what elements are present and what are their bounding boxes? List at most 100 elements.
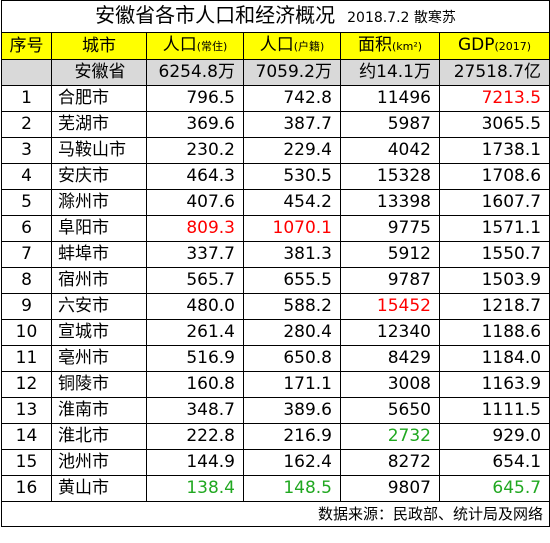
cell-pop-resident[interactable]: 369.6	[146, 111, 244, 138]
cell-gdp[interactable]: 1607.7	[438, 189, 550, 216]
cell-area[interactable]: 12340	[340, 319, 440, 346]
cell-index[interactable]: 9	[1, 293, 52, 320]
cell-gdp[interactable]: 1571.1	[438, 215, 550, 242]
cell-pop-resident[interactable]: 261.4	[146, 319, 244, 346]
cell-area[interactable]: 5987	[340, 111, 440, 138]
header-pop-resident[interactable]: 人口(常住)	[146, 32, 244, 60]
cell-city[interactable]: 铜陵市	[51, 371, 147, 398]
cell-area[interactable]: 15452	[340, 293, 440, 320]
cell-index[interactable]: 14	[1, 423, 52, 450]
cell-pop-resident[interactable]: 796.5	[146, 85, 244, 112]
cell-city[interactable]: 马鞍山市	[51, 137, 147, 164]
cell-index[interactable]: 7	[1, 241, 52, 268]
cell-gdp[interactable]: 1163.9	[438, 371, 550, 398]
cell-pop-registered[interactable]: 387.7	[243, 111, 341, 138]
cell-pop-resident[interactable]: 348.7	[146, 397, 244, 424]
cell-index[interactable]: 11	[1, 345, 52, 372]
cell-city[interactable]: 阜阳市	[51, 215, 147, 242]
summary-area[interactable]: 约14.1万	[340, 59, 440, 86]
cell-gdp[interactable]: 1708.6	[438, 163, 550, 190]
cell-pop-registered[interactable]: 530.5	[243, 163, 341, 190]
cell-pop-resident[interactable]: 138.4	[146, 475, 244, 502]
cell-pop-resident[interactable]: 480.0	[146, 293, 244, 320]
cell-city[interactable]: 滁州市	[51, 189, 147, 216]
cell-area[interactable]: 5912	[340, 241, 440, 268]
cell-gdp[interactable]: 1184.0	[438, 345, 550, 372]
cell-city[interactable]: 安庆市	[51, 163, 147, 190]
cell-pop-resident[interactable]: 144.9	[146, 449, 244, 476]
source-note[interactable]: 数据来源：民政部、统计局及网络	[0, 501, 550, 527]
cell-city[interactable]: 宣城市	[51, 319, 147, 346]
cell-city[interactable]: 宿州市	[51, 267, 147, 294]
cell-pop-registered[interactable]: 148.5	[243, 475, 341, 502]
cell-pop-registered[interactable]: 1070.1	[243, 215, 341, 242]
cell-city[interactable]: 芜湖市	[51, 111, 147, 138]
cell-pop-registered[interactable]: 742.8	[243, 85, 341, 112]
cell-index[interactable]: 1	[1, 85, 52, 112]
cell-gdp[interactable]: 7213.5	[438, 85, 550, 112]
summary-index[interactable]	[1, 59, 52, 86]
cell-area[interactable]: 9807	[340, 475, 440, 502]
cell-gdp[interactable]: 654.1	[438, 449, 550, 476]
cell-area[interactable]: 15328	[340, 163, 440, 190]
cell-gdp[interactable]: 1218.7	[438, 293, 550, 320]
cell-pop-registered[interactable]: 655.5	[243, 267, 341, 294]
cell-city[interactable]: 淮南市	[51, 397, 147, 424]
cell-pop-registered[interactable]: 454.2	[243, 189, 341, 216]
cell-index[interactable]: 6	[1, 215, 52, 242]
title-cell[interactable]: 安徽省各市人口和经济概况 2018.7.2 散寒苏	[0, 0, 550, 33]
cell-index[interactable]: 2	[1, 111, 52, 138]
header-city[interactable]: 城市	[51, 32, 147, 60]
header-pop-registered[interactable]: 人口(户籍)	[243, 32, 341, 60]
cell-gdp[interactable]: 3065.5	[438, 111, 550, 138]
cell-pop-resident[interactable]: 160.8	[146, 371, 244, 398]
cell-area[interactable]: 8429	[340, 345, 440, 372]
cell-pop-registered[interactable]: 650.8	[243, 345, 341, 372]
cell-pop-registered[interactable]: 162.4	[243, 449, 341, 476]
cell-pop-registered[interactable]: 216.9	[243, 423, 341, 450]
cell-index[interactable]: 16	[1, 475, 52, 502]
cell-city[interactable]: 池州市	[51, 449, 147, 476]
cell-pop-resident[interactable]: 809.3	[146, 215, 244, 242]
summary-pop-resident[interactable]: 6254.8万	[146, 59, 244, 86]
cell-gdp[interactable]: 1503.9	[438, 267, 550, 294]
cell-gdp[interactable]: 1188.6	[438, 319, 550, 346]
cell-area[interactable]: 2732	[340, 423, 440, 450]
cell-city[interactable]: 蚌埠市	[51, 241, 147, 268]
cell-area[interactable]: 3008	[340, 371, 440, 398]
cell-gdp[interactable]: 1111.5	[438, 397, 550, 424]
cell-city[interactable]: 淮北市	[51, 423, 147, 450]
summary-pop-registered[interactable]: 7059.2万	[243, 59, 341, 86]
cell-index[interactable]: 3	[1, 137, 52, 164]
cell-area[interactable]: 11496	[340, 85, 440, 112]
cell-gdp[interactable]: 1738.1	[438, 137, 550, 164]
cell-pop-registered[interactable]: 381.3	[243, 241, 341, 268]
cell-pop-registered[interactable]: 588.2	[243, 293, 341, 320]
cell-city[interactable]: 亳州市	[51, 345, 147, 372]
cell-gdp[interactable]: 929.0	[438, 423, 550, 450]
cell-pop-resident[interactable]: 230.2	[146, 137, 244, 164]
header-index[interactable]: 序号	[1, 32, 52, 60]
header-area[interactable]: 面积(km²)	[340, 32, 440, 60]
cell-area[interactable]: 9775	[340, 215, 440, 242]
cell-area[interactable]: 13398	[340, 189, 440, 216]
cell-pop-registered[interactable]: 171.1	[243, 371, 341, 398]
cell-pop-resident[interactable]: 337.7	[146, 241, 244, 268]
cell-pop-resident[interactable]: 464.3	[146, 163, 244, 190]
cell-gdp[interactable]: 645.7	[438, 475, 550, 502]
cell-gdp[interactable]: 1550.7	[438, 241, 550, 268]
cell-pop-registered[interactable]: 389.6	[243, 397, 341, 424]
cell-pop-resident[interactable]: 407.6	[146, 189, 244, 216]
cell-index[interactable]: 15	[1, 449, 52, 476]
cell-area[interactable]: 9787	[340, 267, 440, 294]
cell-pop-registered[interactable]: 280.4	[243, 319, 341, 346]
header-gdp[interactable]: GDP(2017)	[438, 32, 550, 60]
cell-area[interactable]: 4042	[340, 137, 440, 164]
cell-pop-resident[interactable]: 516.9	[146, 345, 244, 372]
summary-gdp[interactable]: 27518.7亿	[438, 59, 550, 86]
cell-index[interactable]: 10	[1, 319, 52, 346]
cell-pop-resident[interactable]: 222.8	[146, 423, 244, 450]
cell-city[interactable]: 黄山市	[51, 475, 147, 502]
cell-city[interactable]: 六安市	[51, 293, 147, 320]
summary-name[interactable]: 安徽省	[51, 59, 147, 86]
